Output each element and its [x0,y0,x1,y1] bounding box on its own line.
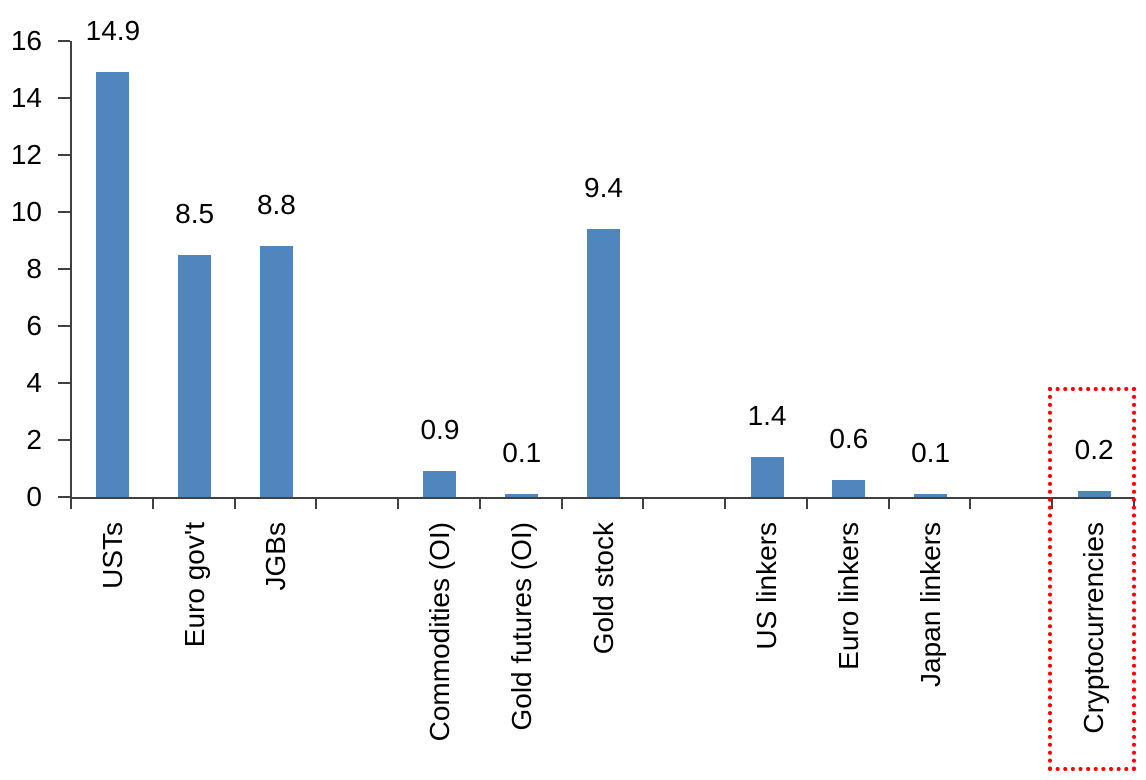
y-axis-tick-label: 2 [26,424,42,455]
y-axis-tick [58,268,70,270]
y-axis-tick [58,382,70,384]
value-label-jgbs: 8.8 [256,189,296,220]
x-axis-tick [233,499,236,509]
category-label-jgbs: JGBs [260,522,292,591]
value-label-euro-linkers: 0.6 [829,423,869,454]
y-axis-tick [58,211,70,213]
x-axis-tick [70,499,72,509]
bar-euro-gov-t [178,255,212,497]
value-label-commodities-oi: 0.9 [420,414,460,445]
y-axis-tick [58,439,70,441]
bar-euro-linkers [832,480,866,497]
category-label-usts: USTs [96,522,128,589]
bar-japan-linkers [914,494,948,497]
category-label-gold-stock: Gold stock [587,522,619,655]
value-label-gold-futures-oi: 0.1 [502,437,542,468]
y-axis-tick-label: 8 [26,253,42,284]
y-axis-tick-label: 4 [26,367,42,398]
bar-commodities-oi [423,471,457,497]
category-label-euro-linkers: Euro linkers [832,522,864,670]
x-axis-line [70,497,1135,499]
x-axis-tick [315,499,318,509]
value-label-gold-stock: 9.4 [584,172,623,203]
y-axis-tick-label: 6 [26,310,42,341]
y-axis-tick [58,325,70,327]
category-label-japan-linkers: Japan linkers [914,522,946,687]
x-axis-tick [560,499,563,509]
y-axis-tick-label: 16 [10,25,42,56]
y-axis-tick [58,97,70,99]
category-label-gold-futures-oi: Gold futures (OI) [505,522,537,731]
x-axis-tick [151,499,154,509]
category-label-euro-gov-t: Euro gov't [178,522,210,648]
x-axis-tick [478,499,481,509]
y-axis-tick [58,154,70,156]
y-axis-tick [58,496,70,498]
x-axis-tick [724,499,727,509]
y-axis-tick-label: 12 [10,139,42,170]
bar-cryptocurrencies [1077,491,1111,497]
category-label-us-linkers: US linkers [751,522,783,650]
y-axis-tick [58,40,70,42]
y-axis-line [70,41,72,499]
category-label-commodities-oi: Commodities (OI) [423,522,455,742]
value-label-us-linkers: 1.4 [747,400,787,431]
bar-us-linkers [750,457,784,497]
y-axis-tick-label: 14 [10,82,42,113]
x-axis-tick [969,499,972,509]
x-axis-tick [887,499,890,509]
bar-usts [96,72,130,497]
value-label-cryptocurrencies: 0.2 [1074,434,1114,465]
bar-gold-futures-oi [505,494,539,497]
x-axis-tick [1051,499,1054,509]
y-axis-tick-label: 0 [26,481,42,512]
bar-jgbs [259,246,293,497]
y-axis-tick-label: 10 [10,196,42,227]
value-label-euro-gov-t: 8.5 [175,198,215,229]
x-axis-tick [642,499,645,509]
x-axis-tick [397,499,400,509]
x-axis-tick [805,499,808,509]
bar-gold-stock [587,229,620,497]
value-label-japan-linkers: 0.1 [911,437,951,468]
highlight-box-cryptocurrencies [1048,387,1137,771]
value-label-usts: 14.9 [85,15,141,46]
